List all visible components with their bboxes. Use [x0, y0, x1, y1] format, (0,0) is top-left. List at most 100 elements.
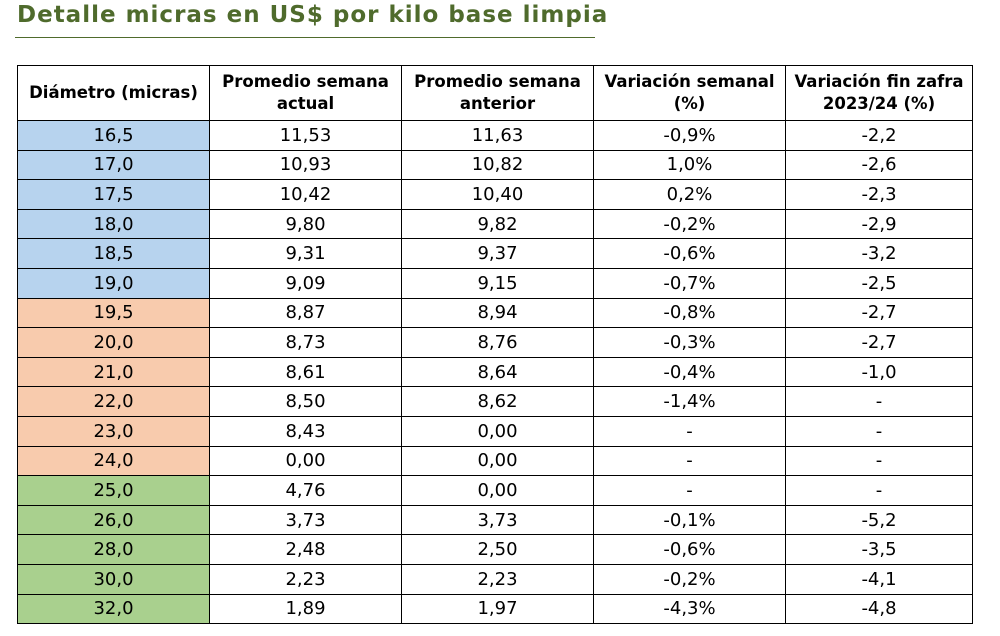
- cell-variacion-fin-zafra: -2,9: [785, 208, 973, 240]
- cell-promedio-anterior: 8,64: [401, 356, 594, 388]
- cell-promedio-actual: 0,00: [209, 445, 402, 477]
- table-row: 16,5 11,53 11,63 -0,9% -2,2: [17, 120, 973, 151]
- table-body: 16,5 11,53 11,63 -0,9% -2,2 17,0 10,93 10,82 1,0…: [17, 120, 973, 625]
- cell-variacion-semanal: -: [593, 415, 786, 447]
- cell-variacion-fin-zafra: -4,8: [785, 593, 973, 625]
- cell-promedio-actual: 8,87: [209, 297, 402, 329]
- cell-variacion-fin-zafra: -4,1: [785, 563, 973, 595]
- cell-diametro: 32,0: [17, 593, 210, 625]
- cell-diametro: 19,5: [17, 297, 210, 329]
- table-row: 19,5 8,87 8,94 -0,8% -2,7: [17, 297, 973, 329]
- title-underline: [15, 37, 595, 38]
- cell-variacion-semanal: -1,4%: [593, 386, 786, 417]
- cell-diametro: 18,0: [17, 208, 210, 240]
- cell-promedio-anterior: 3,73: [401, 504, 594, 536]
- cell-promedio-anterior: 8,76: [401, 327, 594, 358]
- cell-variacion-semanal: -0,9%: [593, 120, 786, 151]
- cell-promedio-actual: 8,43: [209, 415, 402, 447]
- cell-variacion-fin-zafra: -2,2: [785, 120, 973, 151]
- cell-diametro: 30,0: [17, 563, 210, 595]
- table-row: 23,0 8,43 0,00- -: [17, 415, 973, 447]
- header-variacion-semanal: Variación semanal (%): [593, 65, 786, 121]
- cell-diametro: 21,0: [17, 356, 210, 388]
- table-row: 18,0 9,80 9,82 -0,2% -2,9: [17, 208, 973, 240]
- cell-promedio-anterior: 0,00: [401, 415, 594, 447]
- cell-promedio-actual: 2,23: [209, 563, 402, 595]
- cell-variacion-semanal: -0,6%: [593, 238, 786, 269]
- table-row: 17,5 10,42 10,40 0,2% -2,3: [17, 179, 973, 210]
- cell-promedio-actual: 2,48: [209, 534, 402, 565]
- cell-variacion-fin-zafra: -2,6: [785, 149, 973, 181]
- cell-variacion-semanal: -0,4%: [593, 356, 786, 388]
- table-row: 22,0 8,50 8,62 -1,4% -: [17, 386, 973, 417]
- table-row: 25,0 4,76 0,00- -: [17, 475, 973, 506]
- cell-promedio-actual: 8,50: [209, 386, 402, 417]
- cell-diametro: 22,0: [17, 386, 210, 417]
- table-row: 17,0 10,93 10,82 1,0% -2,6: [17, 149, 973, 181]
- cell-variacion-semanal: -0,6%: [593, 534, 786, 565]
- header-promedio-anterior: Promedio semana anterior: [401, 65, 594, 121]
- cell-promedio-anterior: 0,00: [401, 445, 594, 477]
- cell-diametro: 24,0: [17, 445, 210, 477]
- cell-variacion-semanal: -: [593, 445, 786, 477]
- cell-promedio-actual: 11,53: [209, 120, 402, 151]
- cell-variacion-semanal: -0,1%: [593, 504, 786, 536]
- cell-diametro: 16,5: [17, 120, 210, 151]
- cell-diametro: 17,5: [17, 179, 210, 210]
- cell-variacion-fin-zafra: -: [785, 386, 973, 417]
- cell-variacion-fin-zafra: -1,0: [785, 356, 973, 388]
- cell-promedio-actual: 10,42: [209, 179, 402, 210]
- table-row: 19,0 9,09 9,15 -0,7% -2,5: [17, 267, 973, 299]
- cell-variacion-semanal: -0,2%: [593, 563, 786, 595]
- cell-promedio-actual: 9,09: [209, 267, 402, 299]
- cell-variacion-semanal: -0,3%: [593, 327, 786, 358]
- cell-variacion-semanal: -: [593, 475, 786, 506]
- cell-variacion-semanal: -4,3%: [593, 593, 786, 625]
- cell-diametro: 17,0: [17, 149, 210, 181]
- cell-promedio-anterior: 9,82: [401, 208, 594, 240]
- cell-variacion-fin-zafra: -: [785, 415, 973, 447]
- table-row: 28,0 2,48 2,50 -0,6% -3,5: [17, 534, 973, 565]
- cell-promedio-actual: 8,61: [209, 356, 402, 388]
- cell-promedio-anterior: 0,00: [401, 475, 594, 506]
- cell-variacion-fin-zafra: -5,2: [785, 504, 973, 536]
- cell-variacion-fin-zafra: -3,5: [785, 534, 973, 565]
- table-row: 20,0 8,73 8,76 -0,3% -2,7: [17, 327, 973, 358]
- cell-variacion-semanal: 0,2%: [593, 179, 786, 210]
- cell-diametro: 20,0: [17, 327, 210, 358]
- cell-diametro: 18,5: [17, 238, 210, 269]
- cell-promedio-anterior: 9,15: [401, 267, 594, 299]
- cell-diametro: 25,0: [17, 475, 210, 506]
- cell-variacion-fin-zafra: -: [785, 445, 973, 477]
- cell-variacion-fin-zafra: -: [785, 475, 973, 506]
- cell-promedio-anterior: 8,62: [401, 386, 594, 417]
- cell-promedio-actual: 10,93: [209, 149, 402, 181]
- cell-promedio-anterior: 8,94: [401, 297, 594, 329]
- table-row: 21,0 8,61 8,64 -0,4% -1,0: [17, 356, 973, 388]
- header-variacion-fin-zafra: Variación fin zafra 2023/24 (%): [785, 65, 973, 121]
- cell-diametro: 23,0: [17, 415, 210, 447]
- cell-variacion-fin-zafra: -3,2: [785, 238, 973, 269]
- table-row: 30,0 2,23 2,23 -0,2% -4,1: [17, 563, 973, 595]
- cell-promedio-actual: 4,76: [209, 475, 402, 506]
- cell-promedio-anterior: 10,40: [401, 179, 594, 210]
- cell-promedio-anterior: 2,50: [401, 534, 594, 565]
- cell-promedio-actual: 9,31: [209, 238, 402, 269]
- cell-variacion-semanal: -0,8%: [593, 297, 786, 329]
- cell-promedio-actual: 8,73: [209, 327, 402, 358]
- cell-promedio-anterior: 11,63: [401, 120, 594, 151]
- cell-diametro: 28,0: [17, 534, 210, 565]
- cell-diametro: 26,0: [17, 504, 210, 536]
- table-row: 26,0 3,73 3,73 -0,1% -5,2: [17, 504, 973, 536]
- cell-promedio-actual: 1,89: [209, 593, 402, 625]
- cell-variacion-semanal: -0,2%: [593, 208, 786, 240]
- page-title: Detalle micras en US$ por kilo base limp…: [17, 2, 609, 28]
- cell-promedio-anterior: 2,23: [401, 563, 594, 595]
- cell-variacion-fin-zafra: -2,3: [785, 179, 973, 210]
- cell-diametro: 19,0: [17, 267, 210, 299]
- cell-promedio-anterior: 10,82: [401, 149, 594, 181]
- cell-variacion-semanal: 1,0%: [593, 149, 786, 181]
- cell-variacion-fin-zafra: -2,7: [785, 297, 973, 329]
- micras-price-table: Diámetro (micras) Promedio semana actual…: [17, 65, 973, 625]
- cell-promedio-actual: 3,73: [209, 504, 402, 536]
